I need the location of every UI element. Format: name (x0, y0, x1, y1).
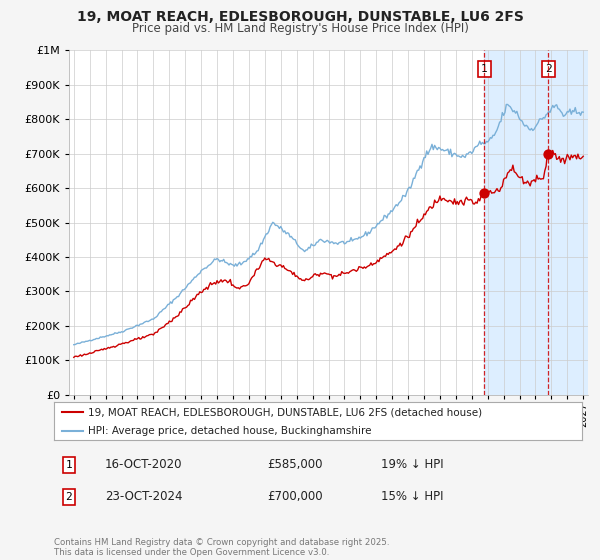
Text: 2: 2 (545, 64, 552, 74)
Text: Contains HM Land Registry data © Crown copyright and database right 2025.
This d: Contains HM Land Registry data © Crown c… (54, 538, 389, 557)
Text: £585,000: £585,000 (267, 458, 323, 472)
Point (544, 150, 553, 158)
Text: 23-OCT-2024: 23-OCT-2024 (105, 490, 182, 503)
Text: 16-OCT-2020: 16-OCT-2020 (105, 458, 182, 472)
Text: 1: 1 (481, 64, 488, 74)
Bar (484, 50, 588, 395)
Text: HPI: Average price, detached house, Buckinghamshire: HPI: Average price, detached house, Buck… (88, 426, 372, 436)
Point (479, 189, 489, 198)
Text: 2: 2 (65, 492, 73, 502)
Text: 19, MOAT REACH, EDLESBOROUGH, DUNSTABLE, LU6 2FS: 19, MOAT REACH, EDLESBOROUGH, DUNSTABLE,… (77, 10, 523, 24)
Text: 1: 1 (65, 460, 73, 470)
Text: 19% ↓ HPI: 19% ↓ HPI (381, 458, 443, 472)
Text: 19, MOAT REACH, EDLESBOROUGH, DUNSTABLE, LU6 2FS (detached house): 19, MOAT REACH, EDLESBOROUGH, DUNSTABLE,… (88, 407, 482, 417)
Text: Price paid vs. HM Land Registry's House Price Index (HPI): Price paid vs. HM Land Registry's House … (131, 22, 469, 35)
Text: £700,000: £700,000 (267, 490, 323, 503)
Text: 15% ↓ HPI: 15% ↓ HPI (381, 490, 443, 503)
